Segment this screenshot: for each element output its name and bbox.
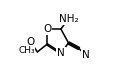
Text: CH₃: CH₃ xyxy=(18,46,35,55)
Text: N: N xyxy=(82,50,90,60)
Text: O: O xyxy=(43,24,51,34)
Text: N: N xyxy=(57,48,65,58)
Text: O: O xyxy=(26,37,35,47)
Text: NH₂: NH₂ xyxy=(59,14,78,24)
